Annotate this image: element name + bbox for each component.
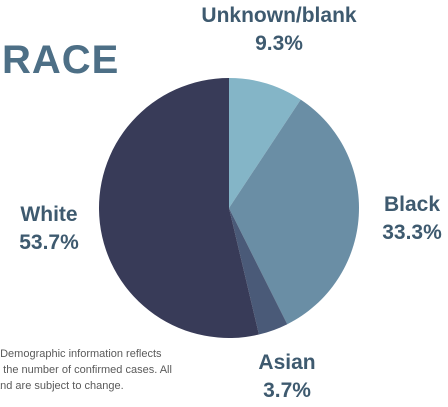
slice-name-black: Black (383, 193, 441, 216)
footnote-line: and are subject to change. (0, 380, 124, 392)
slice-name-white: White (20, 203, 78, 226)
pie-slice-asian (229, 208, 288, 335)
slice-value-asian: 3.7% (263, 379, 311, 403)
pie-slice-black (229, 99, 359, 325)
footnote-line: n the number of confirmed cases. All (0, 364, 172, 376)
pie-slice-white (98, 77, 259, 338)
footnote: . Demographic information reflects n the… (0, 346, 244, 394)
chart-title: RACE (2, 38, 120, 82)
pie-slices (98, 77, 359, 338)
slice-label-black: Black 33.3% (362, 191, 448, 248)
slice-label-unknown: Unknown/blank 9.3% (174, 2, 384, 59)
slice-value-white: 53.7% (19, 231, 79, 255)
pie-slice-unknown-blank (229, 78, 301, 208)
slice-label-white: White 53.7% (0, 201, 98, 258)
slice-name-asian: Asian (258, 351, 316, 374)
slice-name-unknown: Unknown/blank (201, 4, 357, 27)
slice-value-unknown: 9.3% (255, 32, 303, 56)
slice-label-asian: Asian 3.7% (240, 349, 334, 406)
slice-value-black: 33.3% (382, 221, 442, 245)
footnote-line: . Demographic information reflects (0, 348, 162, 360)
